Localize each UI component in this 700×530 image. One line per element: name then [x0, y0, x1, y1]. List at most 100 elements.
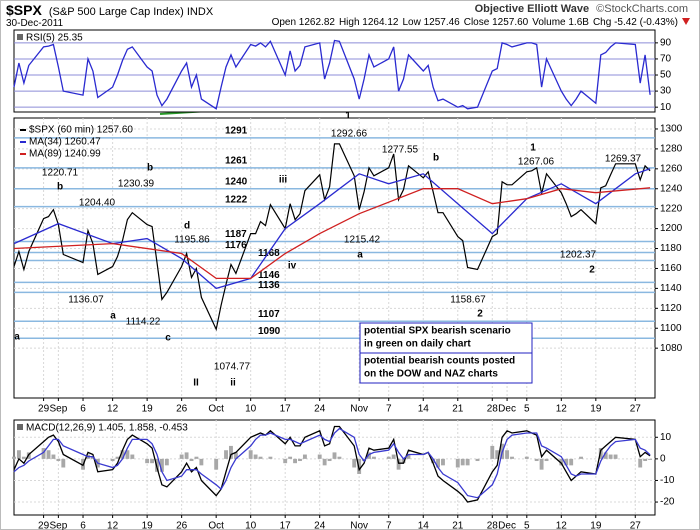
histogram-bar [386, 456, 391, 459]
wave-label: II [193, 378, 199, 389]
histogram-bar [460, 458, 465, 466]
wave-label: d [184, 221, 190, 232]
histogram-bar [367, 452, 371, 459]
histogram-bar [401, 458, 406, 464]
wave-label: 1195.86 [174, 235, 210, 246]
histogram-bar [229, 445, 233, 459]
wave-label: 1158.67 [450, 295, 486, 306]
y-tick-label: 1240 [660, 183, 683, 194]
histogram-bar [189, 458, 194, 462]
wave-label: b [433, 153, 439, 164]
histogram-bar [16, 450, 21, 459]
level-label: 1291 [225, 126, 248, 137]
x-tick-label: 27 [630, 404, 642, 415]
y-tick-label: 1200 [660, 223, 683, 234]
histogram-bar [293, 458, 297, 464]
histogram-bar [510, 456, 514, 459]
histogram-bar [569, 458, 574, 466]
date: 30-Dec-2011 [6, 18, 64, 29]
histogram-bar [120, 450, 125, 459]
x-tick-label: Oct [208, 521, 224, 530]
histogram-bar [268, 456, 273, 459]
histogram-bar [352, 458, 357, 468]
histogram-bar [302, 454, 307, 459]
wave-label: 2 [477, 309, 483, 320]
histogram-bar [248, 450, 253, 459]
x-tick-label: 10 [245, 521, 257, 530]
x-tick-label: 27 [630, 521, 642, 530]
histogram-bar [125, 450, 130, 459]
wave-label: 1074.77 [214, 362, 251, 373]
wave-label: a [14, 332, 20, 343]
wave-label: 1215.42 [344, 235, 381, 246]
wave-label: a [357, 250, 363, 261]
series-line [13, 143, 651, 332]
quote-item: Close 1257.60 [463, 17, 529, 28]
x-tick-label: 24 [314, 521, 326, 530]
x-tick-label: 26 [176, 521, 188, 530]
y-tick-label: 1280 [660, 144, 683, 155]
x-tick-label: 7 [386, 521, 392, 530]
histogram-bar [431, 458, 436, 464]
level-label: 1187 [225, 229, 247, 240]
level-label: 1168 [258, 248, 280, 259]
histogram-bar [184, 452, 189, 459]
histogram-bar [150, 458, 154, 464]
level-label: 1146 [258, 270, 280, 281]
x-tick-label: Sep [49, 404, 67, 415]
wave-label: 1267.06 [518, 157, 555, 168]
wave-label: 1 [345, 111, 351, 122]
wave-label: 1230.39 [118, 179, 155, 190]
x-tick-label: 17 [280, 521, 292, 530]
level-label: 1261 [225, 155, 248, 166]
histogram-bar [643, 458, 648, 462]
histogram-bar [130, 454, 135, 459]
series-line [13, 427, 651, 499]
level-label: 1090 [258, 326, 281, 337]
histogram-bar [465, 458, 470, 466]
y-tick-label: -20 [660, 497, 675, 508]
histogram-bar [391, 454, 396, 459]
legend-entry: $SPX (60 min) 1257.60 [29, 125, 133, 136]
x-tick-label: 26 [176, 404, 188, 415]
y-tick-label: 1160 [660, 263, 682, 274]
histogram-bar [159, 458, 164, 472]
y-tick-label: 1220 [660, 203, 683, 214]
title-icon [17, 424, 23, 430]
histogram-bar [41, 448, 46, 459]
y-tick-label: 1260 [660, 163, 683, 174]
histogram-bar [603, 452, 608, 459]
histogram-bar [115, 456, 120, 459]
histogram-bar [372, 456, 376, 459]
down-arrow [682, 17, 690, 28]
x-tick-label: 19 [590, 404, 602, 415]
level-label: 1107 [258, 309, 280, 320]
quote: Open 1262.82 High 1264.12 Low 1257.46 Close… [268, 17, 690, 28]
wave-label: 1220.71 [42, 168, 79, 179]
x-tick-label: Sep [49, 521, 67, 530]
credit: ©StockCharts.com [596, 3, 688, 15]
y-tick-label: 0 [660, 454, 666, 465]
wave-label: 1277.55 [382, 145, 419, 156]
histogram-bar [608, 454, 613, 459]
x-tick-label: 17 [280, 404, 292, 415]
histogram-bar [524, 456, 529, 459]
down-arrow-icon [682, 18, 690, 25]
histogram-bar [337, 456, 342, 459]
histogram-bar [490, 445, 495, 459]
histogram-bar [406, 454, 411, 459]
x-tick-label: Dec [498, 521, 516, 530]
quote-item: High 1264.12 [338, 17, 399, 28]
histogram-bar [12, 456, 16, 459]
histogram-bar [110, 458, 115, 462]
histogram-bar [559, 458, 564, 466]
y-tick-label: 90 [660, 38, 672, 49]
histogram-bar [441, 458, 445, 466]
wave-label: a [110, 311, 116, 322]
x-tick-label: 19 [142, 521, 154, 530]
histogram-bar [648, 458, 653, 460]
y-tick-label: 10 [660, 102, 672, 113]
histogram-bar [475, 458, 480, 462]
level-label: 1222 [225, 194, 248, 205]
